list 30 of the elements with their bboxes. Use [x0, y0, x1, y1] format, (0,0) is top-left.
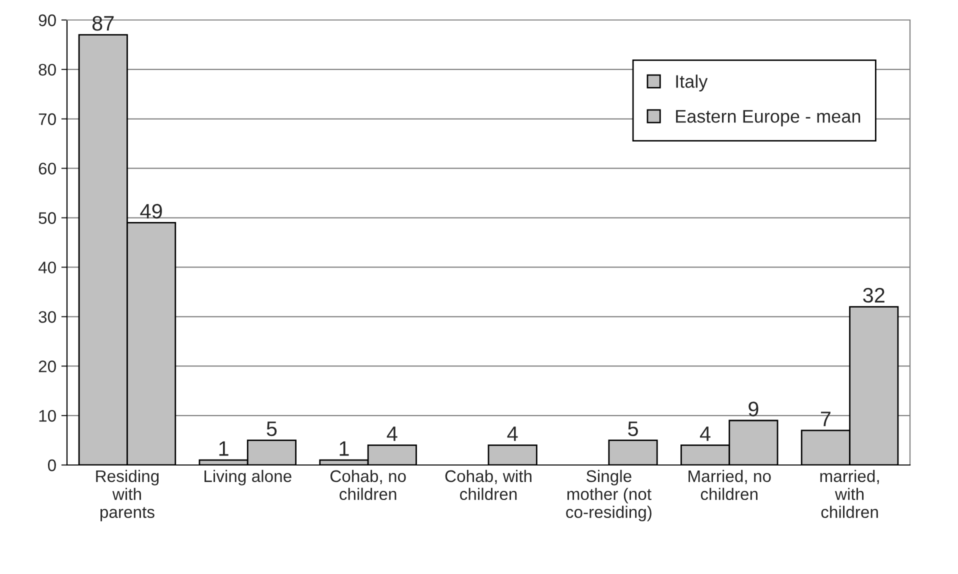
x-tick-label: Married, no children	[688, 470, 771, 500]
y-tick-label: 30	[38, 311, 56, 323]
data-label: 4	[700, 426, 710, 441]
legend-label: Italy	[676, 74, 708, 92]
y-tick-label: 50	[38, 212, 56, 224]
x-tick-label: Single mother (not co-residing)	[566, 470, 652, 522]
data-label: 4	[507, 426, 518, 441]
x-tick-label: Living alone	[204, 470, 292, 486]
y-tick-label: 80	[38, 64, 56, 76]
data-label: 49	[140, 204, 162, 219]
y-tick-label: 70	[38, 113, 56, 126]
y-tick-label: 0	[48, 459, 56, 472]
x-tick-label: Cohab, with children	[445, 470, 532, 500]
data-label: 4	[386, 426, 398, 441]
data-label: 9	[748, 402, 758, 416]
data-label: 1	[219, 441, 228, 456]
data-label: 32	[863, 288, 884, 303]
y-tick-label: 20	[38, 360, 56, 372]
y-tick-label: 10	[39, 410, 56, 422]
y-tick-label: 90	[38, 14, 56, 26]
data-label: 1	[340, 441, 349, 456]
data-label: 5	[266, 422, 277, 436]
y-tick-label: 60	[38, 162, 56, 175]
y-tick-label: 40	[38, 262, 56, 274]
legend-label: Eastern Europe - mean	[676, 110, 860, 126]
x-tick-label: married, with children	[820, 470, 879, 518]
x-tick-label: Cohab, no children	[330, 470, 406, 500]
x-tick-label: Residing with parents	[96, 470, 159, 522]
data-label: 5	[628, 422, 638, 436]
data-label: 7	[820, 412, 830, 426]
